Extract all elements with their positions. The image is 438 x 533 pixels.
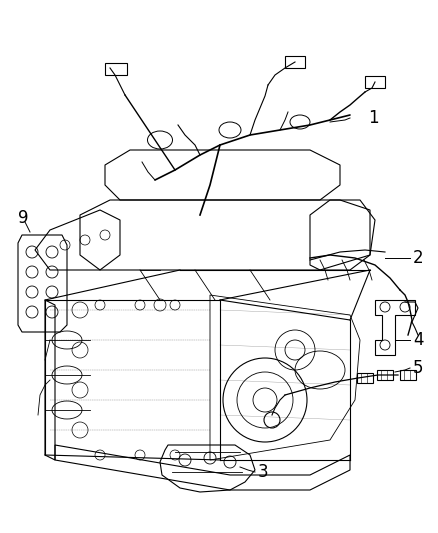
Text: 9: 9 <box>18 209 28 227</box>
Text: 3: 3 <box>258 463 268 481</box>
Text: 2: 2 <box>413 249 424 267</box>
Text: 4: 4 <box>413 331 424 349</box>
Text: 5: 5 <box>413 359 424 377</box>
Text: 1: 1 <box>368 109 378 127</box>
